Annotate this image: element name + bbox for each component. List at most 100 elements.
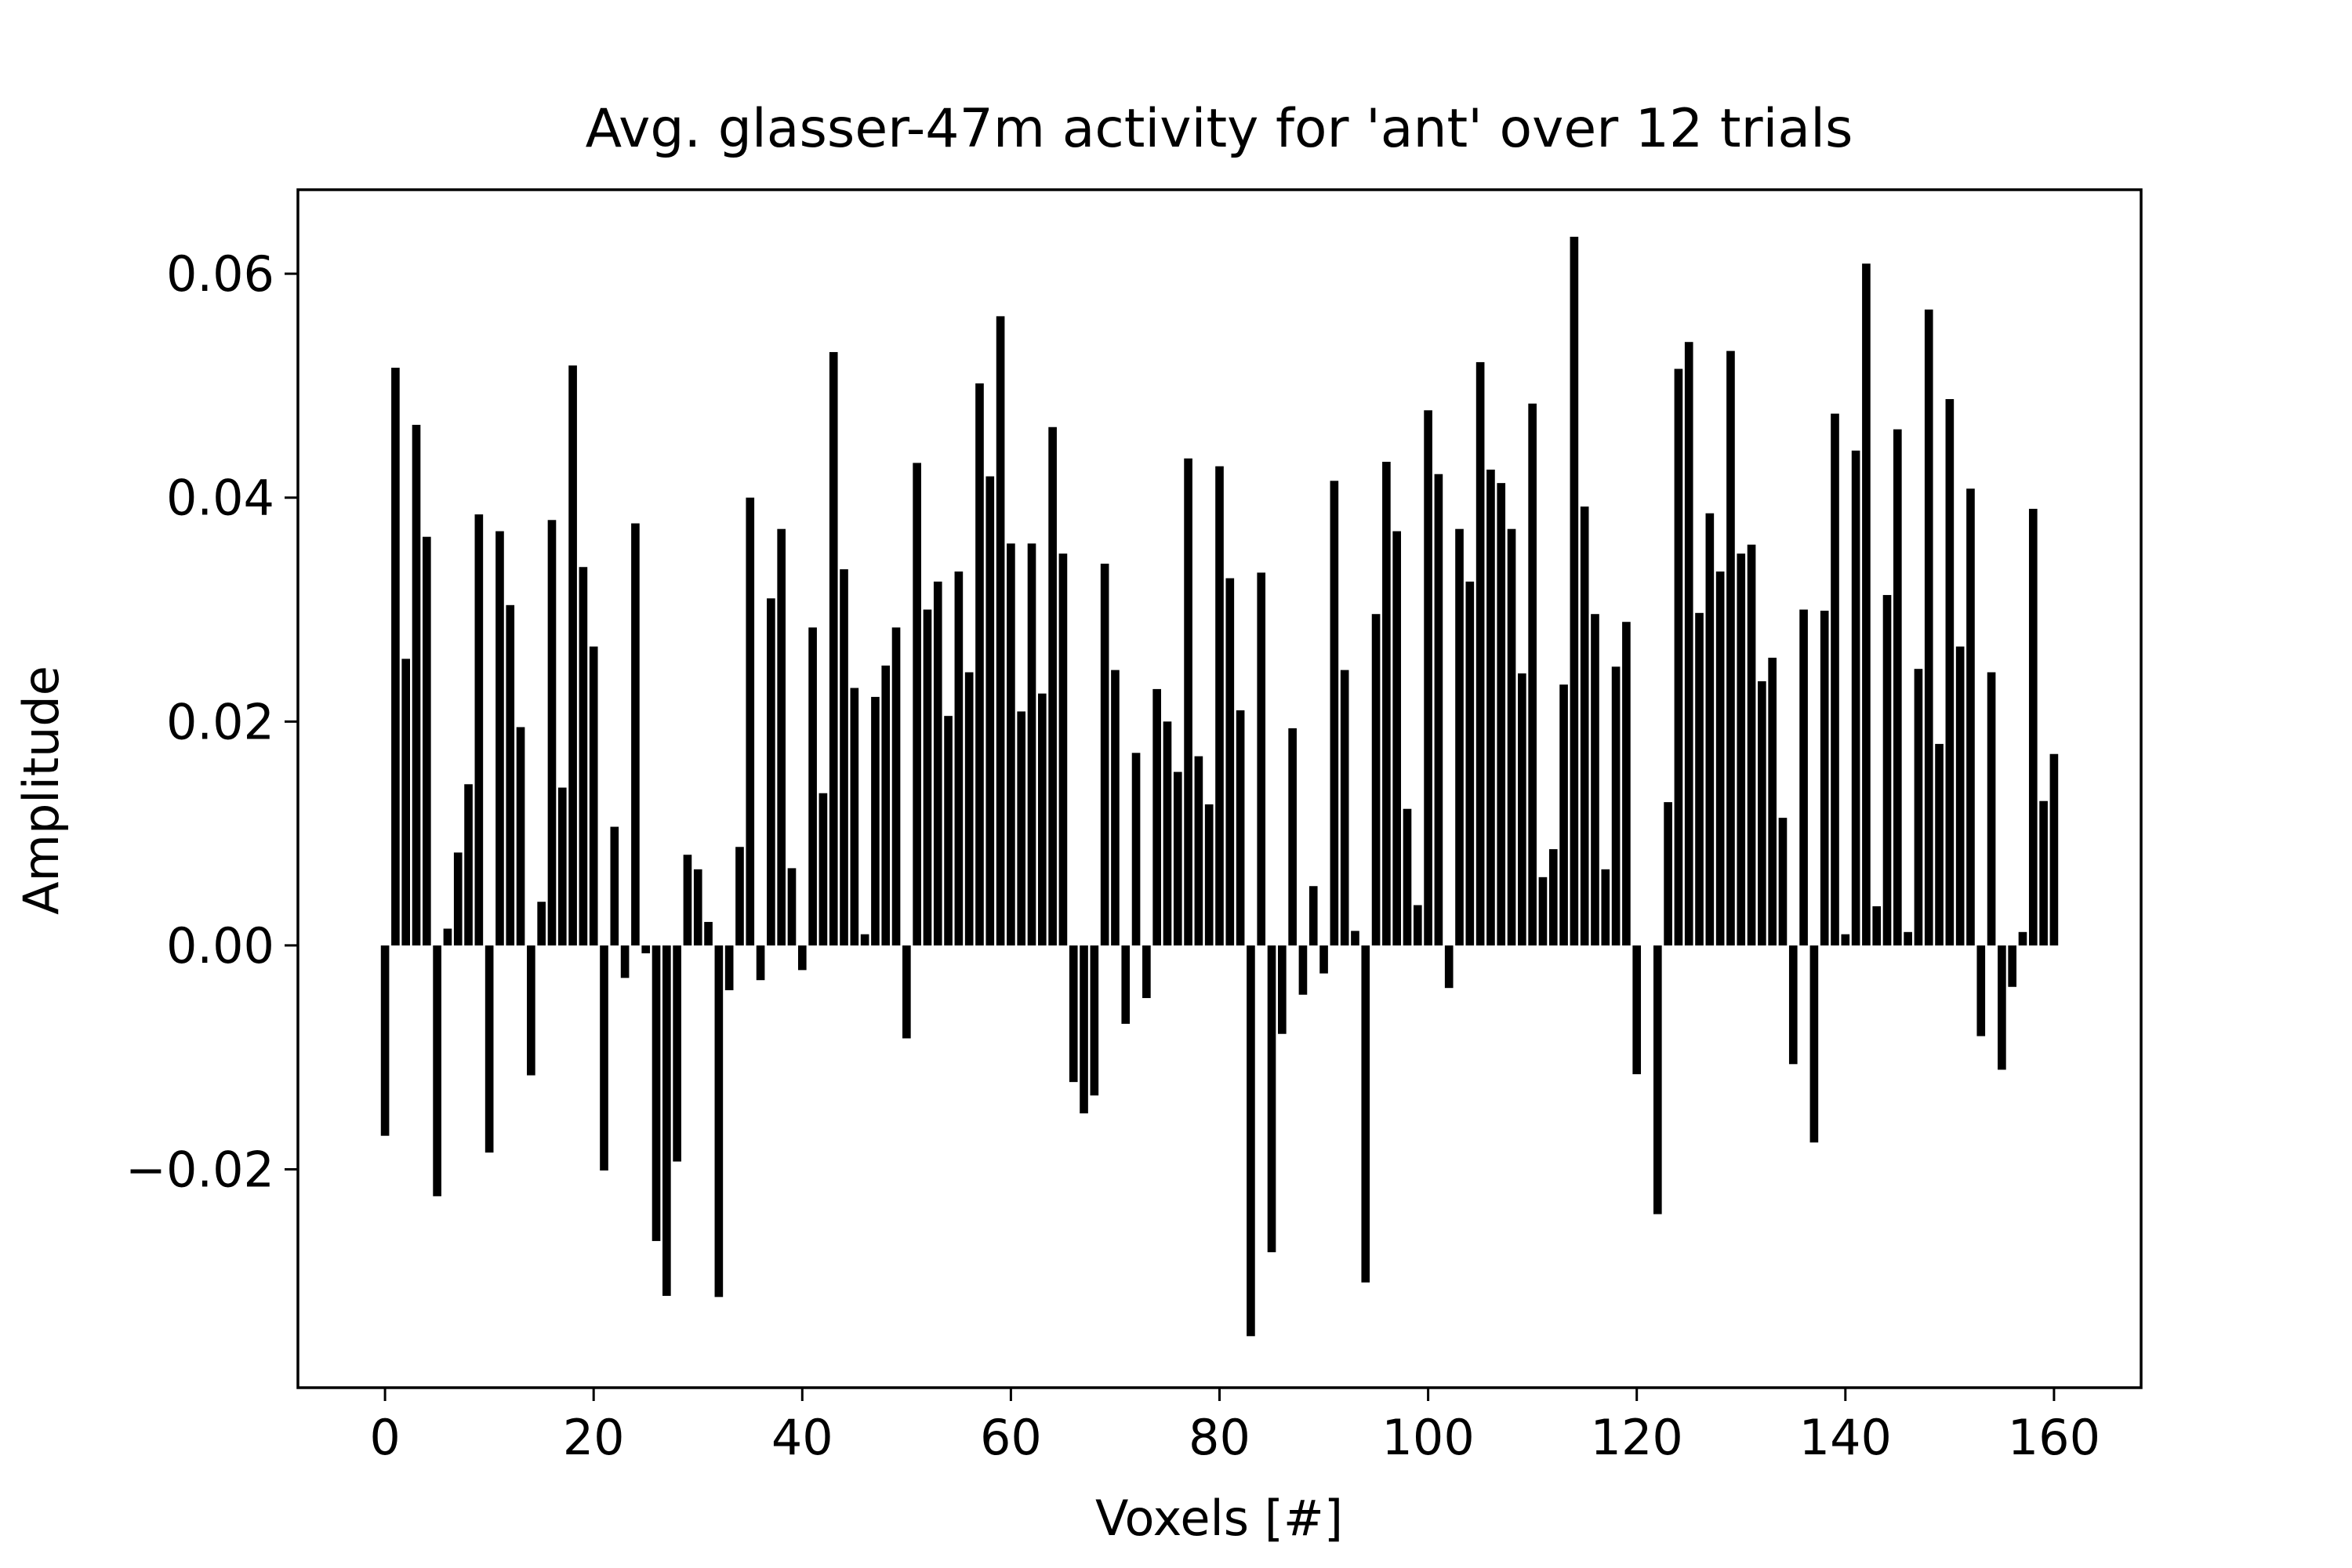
bar-voxel-4 — [422, 536, 431, 946]
bar-voxel-116 — [1591, 614, 1599, 946]
bar-voxel-48 — [881, 665, 891, 946]
bar-voxel-111 — [1538, 877, 1548, 946]
x-axis-ticks: 0 20 40 60 80 100 120 140 160 — [369, 1388, 2100, 1466]
bar-voxel-31 — [704, 921, 713, 946]
bar-voxel-44 — [840, 569, 848, 946]
bar-voxel-140 — [1841, 934, 1850, 946]
bar-voxel-26 — [652, 945, 661, 1241]
bar-voxel-25 — [641, 945, 651, 953]
bar-voxel-41 — [808, 627, 817, 946]
bar-voxel-103 — [1455, 528, 1464, 946]
bar-voxel-87 — [1288, 728, 1297, 946]
bar-voxel-23 — [620, 945, 630, 978]
bar-voxel-150 — [1945, 399, 1955, 946]
bar-voxel-39 — [787, 868, 797, 946]
bar-voxel-54 — [944, 716, 953, 946]
bar-voxel-120 — [1632, 945, 1642, 1075]
bar-voxel-149 — [1935, 743, 1944, 946]
y-tick-label: 0.06 — [166, 245, 274, 303]
bar-voxel-144 — [1882, 594, 1892, 946]
bar-voxel-98 — [1403, 808, 1412, 946]
bar-voxel-83 — [1247, 945, 1255, 1337]
bar-voxel-1 — [391, 368, 400, 946]
plot-frame — [296, 188, 2143, 1389]
bar-voxel-141 — [1851, 450, 1860, 946]
bar-voxel-134 — [1778, 818, 1788, 946]
bar-voxel-37 — [767, 598, 775, 946]
bar-voxel-56 — [964, 672, 974, 946]
bar-voxel-123 — [1664, 802, 1672, 946]
bar-voxel-107 — [1497, 483, 1506, 946]
bar-voxel-28 — [673, 945, 681, 1162]
bar-voxel-7 — [453, 852, 463, 946]
bar-voxel-65 — [1058, 554, 1068, 946]
bar-voxel-2 — [401, 659, 411, 946]
bar-voxel-82 — [1236, 710, 1245, 946]
bar-voxel-117 — [1601, 869, 1610, 946]
bar-voxel-57 — [975, 383, 984, 946]
bar-voxel-38 — [777, 528, 786, 946]
bar-voxel-64 — [1048, 426, 1057, 946]
bar-voxel-55 — [954, 571, 964, 946]
bar-voxel-115 — [1580, 506, 1589, 946]
bar-voxel-47 — [871, 696, 880, 946]
bar-voxel-80 — [1215, 466, 1224, 946]
bar-voxel-3 — [412, 424, 421, 946]
bar-voxel-159 — [2039, 800, 2048, 946]
bar-voxel-132 — [1758, 681, 1766, 946]
bar-voxel-9 — [474, 514, 484, 946]
x-tick-label: 60 — [980, 1409, 1042, 1466]
bar-voxel-61 — [1017, 711, 1026, 946]
bar-voxel-75 — [1163, 721, 1172, 946]
bar-voxel-151 — [1955, 646, 1965, 946]
bar-voxel-20 — [589, 646, 598, 946]
bar-voxel-59 — [996, 316, 1005, 946]
bar-voxel-15 — [537, 902, 546, 946]
bar-voxel-119 — [1622, 622, 1631, 946]
bar-voxel-35 — [746, 497, 755, 946]
bar-voxel-94 — [1361, 945, 1370, 1283]
bar-voxel-147 — [1914, 669, 1923, 946]
bar-voxel-118 — [1611, 666, 1621, 946]
bar-voxel-106 — [1486, 470, 1495, 946]
bar-voxel-58 — [985, 476, 995, 946]
y-axis-label: Amplitude — [13, 666, 70, 915]
bar-voxel-22 — [610, 826, 619, 946]
bar-voxel-67 — [1080, 945, 1088, 1114]
x-axis-label: Voxels [#] — [1095, 1490, 1343, 1547]
y-tick-label: 0.00 — [166, 917, 274, 975]
bar-voxel-86 — [1278, 945, 1287, 1034]
bar-voxel-76 — [1173, 771, 1182, 946]
bar-voxel-45 — [850, 688, 859, 946]
bar-voxel-146 — [1904, 931, 1912, 946]
bar-voxel-92 — [1340, 670, 1349, 946]
bar-voxel-10 — [485, 945, 494, 1153]
y-tick-label: −0.02 — [125, 1142, 274, 1199]
bar-voxel-133 — [1768, 657, 1777, 946]
bar-voxel-102 — [1444, 945, 1454, 989]
bar-voxel-112 — [1548, 849, 1558, 946]
bar-voxel-12 — [506, 604, 515, 946]
bar-voxel-142 — [1862, 263, 1871, 946]
bar-voxel-18 — [568, 365, 577, 946]
bar-voxel-62 — [1027, 543, 1036, 946]
bar-voxel-52 — [923, 609, 932, 946]
bar-voxel-122 — [1653, 945, 1662, 1214]
bar-voxel-138 — [1820, 610, 1829, 946]
bar-voxel-81 — [1225, 578, 1235, 946]
chart-title: Avg. glasser-47m activity for 'ant' over… — [586, 98, 1853, 160]
bar-voxel-42 — [818, 793, 828, 946]
bar-voxel-110 — [1528, 403, 1537, 946]
bar-voxel-154 — [1987, 672, 1996, 946]
bar-voxel-129 — [1726, 350, 1735, 946]
bars-group — [380, 236, 2059, 1337]
bar-voxel-84 — [1257, 572, 1266, 946]
bar-voxel-60 — [1007, 543, 1015, 946]
bar-voxel-90 — [1319, 945, 1328, 974]
y-axis-ticks: −0.02 0.00 0.02 0.04 0.06 — [125, 245, 298, 1199]
bar-voxel-139 — [1831, 413, 1839, 946]
bar-voxel-11 — [495, 531, 504, 946]
bar-voxel-74 — [1152, 688, 1161, 946]
bar-voxel-77 — [1184, 458, 1192, 946]
bar-voxel-72 — [1131, 753, 1141, 946]
